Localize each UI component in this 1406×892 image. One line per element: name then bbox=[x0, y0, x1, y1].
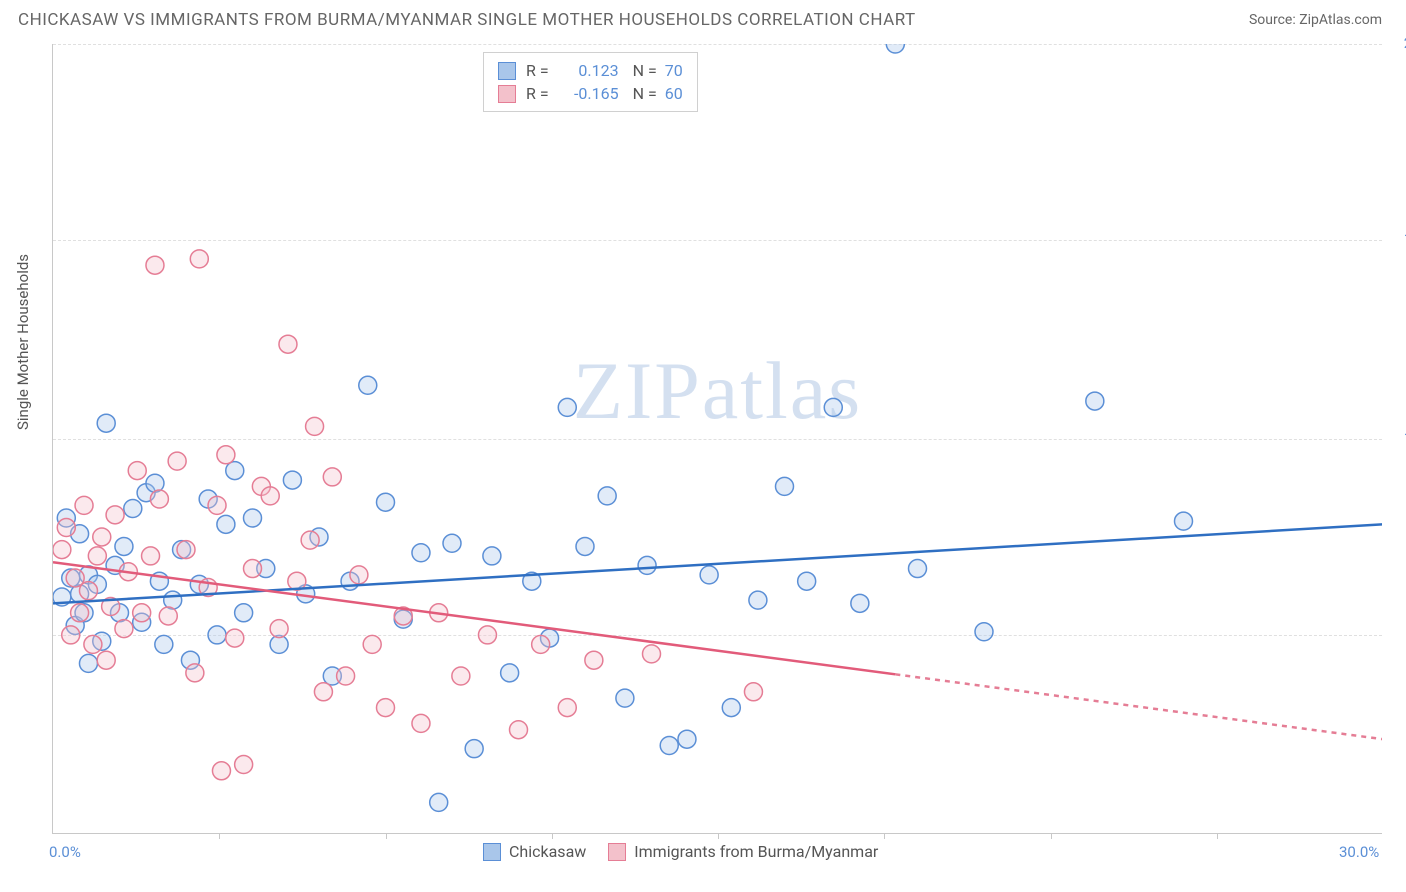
x-tick bbox=[219, 833, 220, 839]
n-value-1: 70 bbox=[665, 61, 683, 80]
r-label: R = bbox=[526, 84, 549, 103]
x-tick bbox=[1217, 833, 1218, 839]
n-label: N = bbox=[633, 61, 657, 80]
x-tick bbox=[386, 833, 387, 839]
swatch-series-1b bbox=[483, 843, 501, 861]
n-label: N = bbox=[633, 84, 657, 103]
legend-item-2: Immigrants from Burma/Myanmar bbox=[608, 842, 878, 861]
source-label: Source: ZipAtlas.com bbox=[1249, 12, 1382, 28]
n-value-2: 60 bbox=[665, 84, 683, 103]
legend-label-1: Chickasaw bbox=[509, 842, 586, 861]
r-label: R = bbox=[526, 61, 549, 80]
swatch-series-2b bbox=[608, 843, 626, 861]
r-value-1: 0.123 bbox=[557, 61, 619, 80]
r-value-2: -0.165 bbox=[557, 84, 619, 103]
stats-legend: R = 0.123 N = 70 R = -0.165 N = 60 bbox=[483, 52, 698, 112]
x-tick-label: 30.0% bbox=[1339, 843, 1379, 861]
x-tick bbox=[552, 833, 553, 839]
x-tick bbox=[884, 833, 885, 839]
chart-plot-area: ZIPatlas R = 0.123 N = 70 R = -0.165 N =… bbox=[52, 44, 1382, 834]
swatch-series-2 bbox=[498, 85, 516, 103]
y-tick-label: 18.8% bbox=[1388, 230, 1406, 248]
swatch-series-1 bbox=[498, 62, 516, 80]
x-tick bbox=[1051, 833, 1052, 839]
series-legend: Chickasaw Immigrants from Burma/Myanmar bbox=[483, 842, 878, 861]
y-tick-label: 6.3% bbox=[1388, 625, 1406, 643]
y-tick-label: 25.0% bbox=[1388, 34, 1406, 52]
x-tick-label: 0.0% bbox=[49, 843, 81, 861]
y-axis-label: Single Mother Households bbox=[14, 254, 32, 430]
legend-item-1: Chickasaw bbox=[483, 842, 586, 861]
x-tick bbox=[718, 833, 719, 839]
scatter-svg bbox=[53, 44, 1382, 833]
stats-row-2: R = -0.165 N = 60 bbox=[498, 82, 683, 105]
y-tick-label: 12.5% bbox=[1388, 429, 1406, 447]
stats-row-1: R = 0.123 N = 70 bbox=[498, 59, 683, 82]
chart-title: CHICKASAW VS IMMIGRANTS FROM BURMA/MYANM… bbox=[18, 10, 916, 30]
legend-label-2: Immigrants from Burma/Myanmar bbox=[634, 842, 878, 861]
